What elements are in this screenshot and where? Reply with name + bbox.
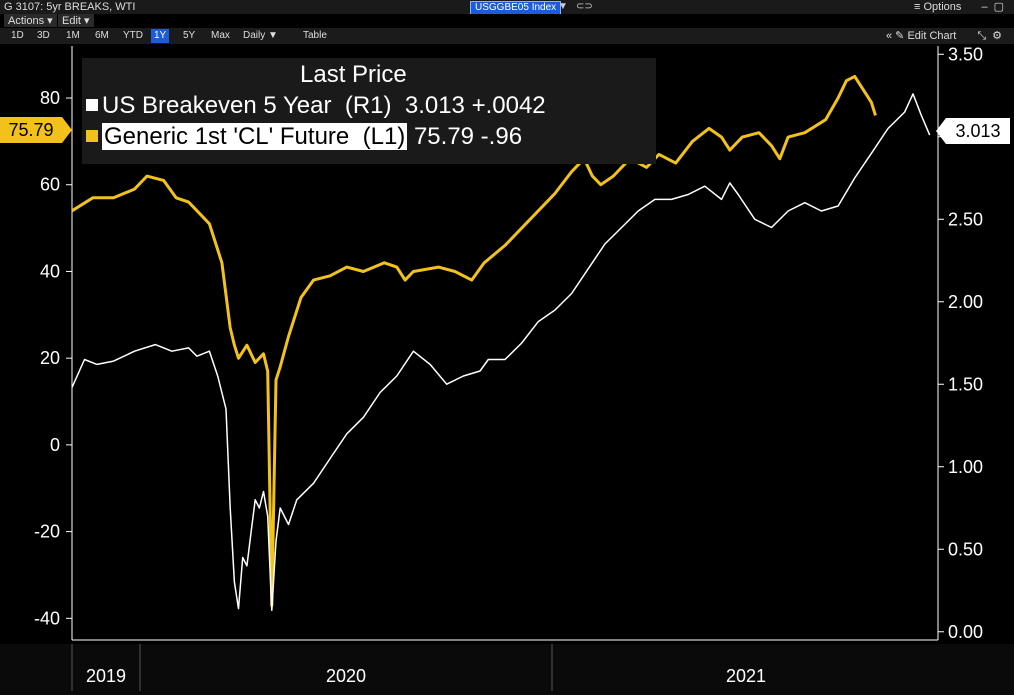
right-tick-label: 1.50 — [948, 374, 983, 394]
x-tick-label: 2019 — [86, 666, 126, 686]
range-5y-button[interactable]: 5Y — [183, 30, 196, 41]
edit-chart-button[interactable]: « ✎ Edit Chart — [886, 30, 957, 42]
range-1m-button[interactable]: 1M — [66, 30, 80, 41]
left-last-price-badge: 75.79 — [0, 117, 72, 143]
right-tick-label: 2.50 — [948, 209, 983, 229]
legend-box: Last Price US Breakeven 5 Year (R1) 3.01… — [82, 58, 656, 164]
legend-l1-label: Generic 1st 'CL' Future (L1) — [102, 123, 408, 150]
range-toolbar: 1D 3D 1M 6M YTD 1Y 5Y Max Daily ▼ Table … — [0, 28, 1014, 44]
right-last-price-badge: 3.013 — [936, 118, 1010, 144]
table-button[interactable]: Table — [303, 30, 327, 41]
left-tick-label: 0 — [50, 435, 60, 455]
legend-swatch-l1 — [86, 130, 98, 142]
right-tick-label: 3.50 — [948, 44, 983, 64]
interval-select[interactable]: Daily ▼ — [243, 30, 278, 41]
legend-swatch-r1 — [86, 99, 98, 111]
x-tick-label: 2020 — [326, 666, 366, 686]
chart-frame — [0, 46, 1014, 695]
legend-l1-value: 75.79 -.96 — [413, 123, 523, 150]
left-tick-label: -40 — [34, 608, 60, 628]
left-tick-label: -20 — [34, 522, 60, 542]
range-3d-button[interactable]: 3D — [37, 30, 50, 41]
right-tick-label: 0.00 — [948, 622, 983, 642]
menu-bar: Actions ▾ Edit ▾ — [0, 14, 1014, 28]
right-tick-label: 2.00 — [948, 292, 983, 312]
left-tick-label: 60 — [40, 175, 60, 195]
cl-future-line — [71, 74, 877, 607]
range-1y-button[interactable]: 1Y — [151, 29, 170, 43]
options-menu[interactable]: ≡ Options — [914, 1, 962, 13]
legend-r1-value: 3.013 +.0042 — [404, 92, 546, 119]
left-tick-label: 20 — [40, 348, 60, 368]
ticker-field[interactable]: USGGBE05 Index — [470, 1, 562, 15]
x-axis: 2019 2020 2021 — [71, 644, 766, 691]
x-axis-band — [0, 644, 1014, 695]
interval-label: Daily — [243, 30, 266, 41]
edit-chart-label: Edit Chart — [907, 30, 957, 42]
right-axis: 3.503.002.502.001.501.000.500.00 — [938, 44, 983, 642]
range-ytd-button[interactable]: YTD — [123, 30, 143, 41]
right-tick-label: 0.50 — [948, 539, 983, 559]
left-tick-label: 40 — [40, 261, 60, 281]
window-title: G 3107: 5yr BREAKS, WTI — [4, 1, 136, 13]
left-tick-label: 80 — [40, 88, 60, 108]
range-1d-button[interactable]: 1D — [11, 30, 24, 41]
range-6m-button[interactable]: 6M — [95, 30, 109, 41]
range-max-button[interactable]: Max — [211, 30, 230, 41]
window-controls[interactable]: –▢ — [981, 1, 1010, 13]
options-label: Options — [923, 1, 962, 13]
actions-label: Actions — [8, 15, 45, 27]
right-tick-label: 1.00 — [948, 457, 983, 477]
chevron-down-icon[interactable]: ▼ — [558, 1, 568, 12]
x-tick-label: 2021 — [726, 666, 766, 686]
legend-header: Last Price — [300, 61, 407, 88]
link-icon[interactable]: ⊂⊃ — [576, 1, 593, 12]
title-bar: G 3107: 5yr BREAKS, WTI USGGBE05 Index ▼… — [0, 0, 1014, 15]
legend-row-l1: Generic 1st 'CL' Future (L1) 75.79 -.96 — [86, 123, 522, 151]
chart-tools-icons[interactable]: ⤡⚙ — [977, 30, 1008, 42]
left-axis: 80 60 40 20 0 -20 -40 — [34, 88, 72, 628]
breakeven-line — [71, 93, 931, 612]
edit-label: Edit — [62, 15, 81, 27]
legend-row-r1: US Breakeven 5 Year (R1) 3.013 +.0042 — [86, 92, 546, 120]
series-lines — [71, 74, 931, 612]
actions-menu[interactable]: Actions ▾ — [4, 14, 57, 27]
edit-menu[interactable]: Edit ▾ — [58, 14, 94, 27]
legend-r1-label: US Breakeven 5 Year (R1) — [102, 92, 392, 119]
